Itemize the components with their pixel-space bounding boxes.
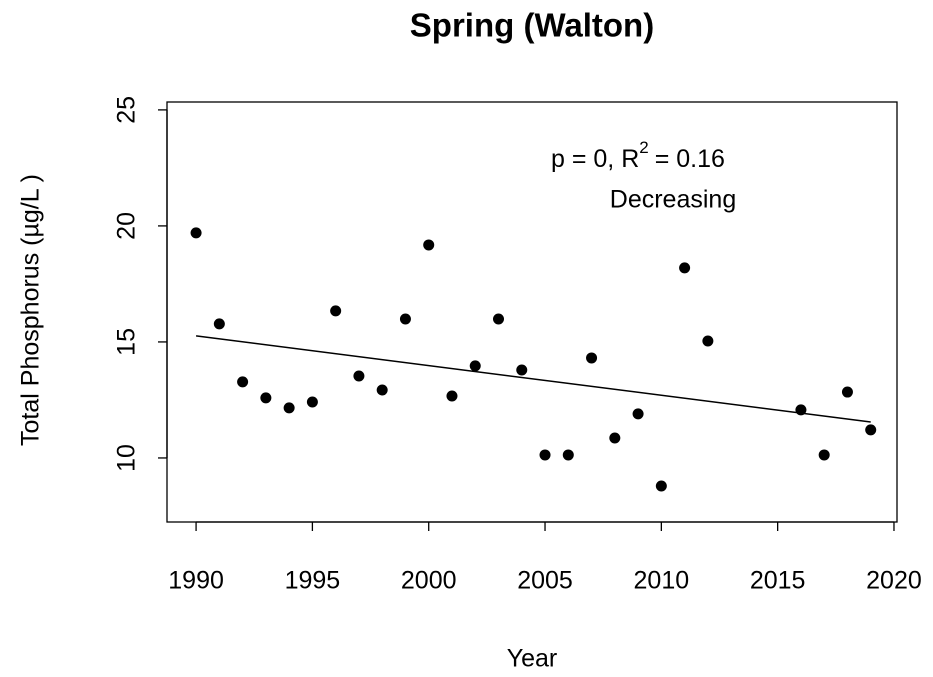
data-point — [213, 318, 225, 330]
data-point — [632, 408, 644, 420]
annotation-direction: Decreasing — [610, 186, 736, 214]
data-point — [469, 360, 481, 372]
y-tick-label: 10 — [113, 444, 141, 472]
data-point — [609, 432, 621, 444]
x-tick-label: 2005 — [517, 567, 573, 595]
data-point — [330, 305, 342, 317]
data-point — [306, 396, 318, 408]
x-tick-label: 2020 — [866, 567, 922, 595]
data-point — [283, 402, 295, 414]
data-point — [702, 335, 714, 347]
plot-box — [166, 101, 898, 523]
x-tick-label: 2000 — [401, 567, 457, 595]
y-tick-label: 25 — [113, 96, 141, 124]
y-tick-label: 20 — [113, 212, 141, 240]
x-tick-label: 2015 — [750, 567, 806, 595]
y-tick-label: 15 — [113, 328, 141, 356]
y-axis-label: Total Phosphorus (µg/L ) — [17, 174, 45, 446]
data-point — [260, 392, 272, 404]
data-point — [865, 424, 877, 436]
data-point — [190, 227, 202, 239]
x-tick-label: 2010 — [634, 567, 690, 595]
data-point — [679, 262, 691, 274]
x-tick-label: 1995 — [285, 567, 341, 595]
data-point — [562, 449, 574, 461]
data-point — [423, 239, 435, 251]
annotation-text: p = 0, R — [551, 145, 639, 173]
annotation-superscript: 2 — [639, 138, 648, 157]
data-point — [841, 386, 853, 398]
trend-line — [195, 335, 871, 423]
data-point — [353, 370, 365, 382]
data-point — [818, 449, 830, 461]
chart-title: Spring (Walton) — [410, 7, 654, 44]
data-point — [237, 376, 249, 388]
data-point — [516, 364, 528, 376]
data-point — [539, 449, 551, 461]
x-axis-label: Year — [507, 645, 558, 673]
annotation-stat: p = 0, R2 = 0.16 — [551, 138, 725, 172]
data-point — [446, 390, 458, 402]
data-point — [399, 313, 411, 325]
data-point — [586, 352, 598, 364]
data-point — [655, 480, 667, 492]
data-point — [493, 313, 505, 325]
annotation-text: = 0.16 — [655, 145, 725, 173]
x-tick-label: 1990 — [168, 567, 224, 595]
data-point — [376, 384, 388, 396]
